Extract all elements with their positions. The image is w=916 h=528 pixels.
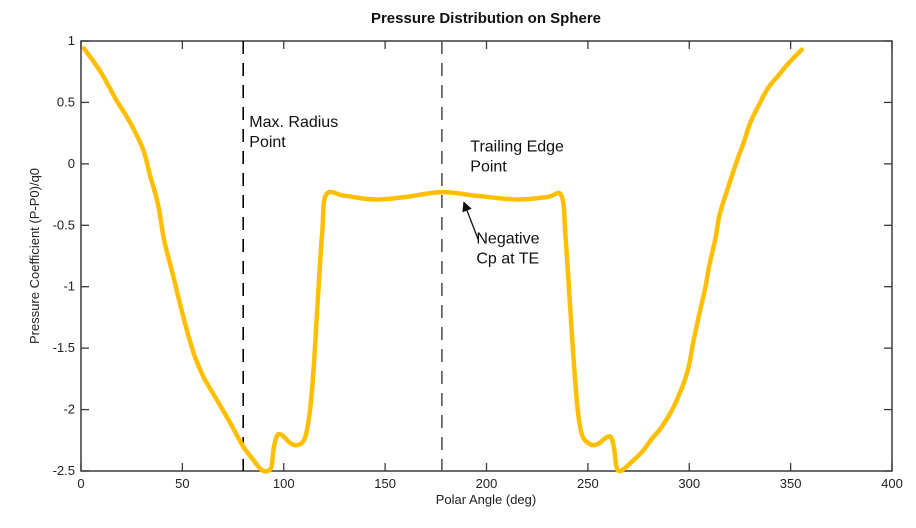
x-tick-label: 400 [881, 476, 903, 491]
x-tick-label: 50 [175, 476, 189, 491]
y-tick-label: -0.5 [53, 217, 75, 232]
y-tick-labels: 1 0.5 0 -0.5 -1 -1.5 -2 -2.5 [53, 33, 75, 478]
y-tick-label: 0.5 [57, 94, 75, 109]
x-tick-label: 100 [273, 476, 295, 491]
max-radius-label: Max. Radius Point [249, 114, 338, 151]
x-tick-label: 200 [476, 476, 498, 491]
negative-cp-label-line: Cp at TE [476, 251, 539, 268]
trailing-edge-label-line: Trailing Edge [470, 139, 564, 156]
y-tick-label: -1.5 [53, 340, 75, 355]
trailing-edge-label: Trailing Edge Point [470, 139, 564, 176]
y-tick-label: -2 [63, 402, 75, 417]
max-radius-label-line: Point [249, 134, 286, 151]
x-axis-label: Polar Angle (deg) [436, 492, 536, 507]
negative-cp-label-line: Negative [476, 231, 539, 248]
y-tick-label: -2.5 [53, 463, 75, 478]
x-tick-label: 300 [678, 476, 700, 491]
x-tick-label: 0 [77, 476, 84, 491]
x-tick-label: 150 [374, 476, 396, 491]
x-tick-labels: 0 50 100 150 200 250 300 350 400 [77, 476, 902, 491]
max-radius-label-line: Max. Radius [249, 114, 338, 131]
annotations: Max. Radius Point Trailing Edge Point Negati… [249, 114, 564, 268]
negative-cp-label: Negative Cp at TE [476, 231, 539, 268]
y-tick-label: 1 [68, 33, 75, 48]
series-line-cp [81, 46, 805, 474]
axis-ticks [80, 40, 893, 472]
x-tick-label: 350 [780, 476, 802, 491]
reference-lines [242, 41, 443, 471]
y-tick-label: 0 [68, 156, 75, 171]
x-tick-label: 250 [577, 476, 599, 491]
chart-title: Pressure Distribution on Sphere [371, 10, 601, 27]
y-tick-label: -1 [63, 279, 75, 294]
annotation-arrow [462, 201, 479, 241]
trailing-edge-label-line: Point [470, 159, 507, 176]
series-group [81, 46, 805, 474]
y-axis-label: Pressure Coefficient (P-P0)/q0 [27, 168, 42, 344]
